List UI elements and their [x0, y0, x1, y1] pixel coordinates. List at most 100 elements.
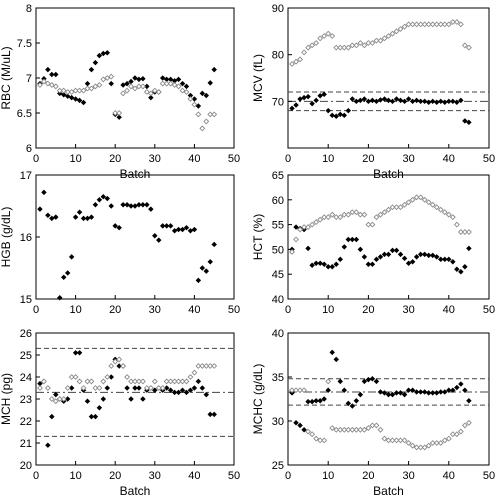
data-point	[421, 21, 428, 28]
x-tick-label: 50	[228, 304, 240, 316]
data-point	[361, 254, 368, 260]
y-tick-label: 90	[272, 3, 284, 15]
data-point	[397, 204, 404, 211]
data-point	[437, 206, 444, 213]
data-point	[151, 87, 158, 94]
data-point	[108, 374, 114, 380]
data-point	[361, 96, 368, 102]
data-point	[163, 80, 170, 87]
data-point	[175, 76, 182, 83]
data-point	[60, 274, 67, 281]
data-point	[345, 211, 352, 218]
data-point	[76, 350, 83, 356]
data-point	[325, 387, 331, 393]
data-point	[116, 224, 122, 231]
data-point	[53, 391, 59, 398]
data-point	[369, 422, 376, 429]
data-point	[171, 228, 178, 234]
data-point	[313, 97, 319, 104]
data-point	[293, 224, 299, 230]
data-point	[163, 378, 170, 385]
chart-panel-4: 0 10 20 30 40 50 40 45 50 55 60 65 HCT (%)	[251, 170, 495, 316]
data-point	[183, 378, 190, 385]
data-point	[136, 385, 142, 391]
chart-panel-1: 0 10 20 30 40 50 6 6.5 7 7.5 8 Batch RBC (M/uL)	[0, 3, 240, 181]
x-tick-label: 20	[362, 153, 374, 165]
data-point	[333, 426, 340, 433]
data-point	[64, 89, 71, 95]
data-point	[191, 96, 198, 102]
data-point	[442, 99, 448, 105]
data-point	[442, 256, 448, 263]
data-point	[297, 96, 303, 102]
x-tick-label: 10	[69, 304, 81, 316]
data-point	[405, 199, 412, 206]
data-point	[421, 444, 428, 451]
data-point	[309, 221, 316, 228]
data-point	[49, 413, 55, 420]
data-point	[353, 398, 360, 404]
data-point	[345, 44, 352, 51]
data-point	[313, 219, 320, 226]
data-point	[301, 387, 308, 394]
data-point	[329, 33, 336, 39]
y-tick-label: 6.5	[17, 108, 32, 120]
data-point	[179, 80, 186, 87]
x-tick-label: 30	[402, 304, 414, 316]
x-tick-label: 30	[149, 153, 161, 165]
data-point	[425, 442, 432, 449]
data-point	[357, 40, 364, 46]
series-filled	[37, 189, 217, 301]
data-point	[305, 245, 311, 252]
series-open	[289, 19, 472, 67]
data-point	[349, 96, 356, 102]
data-point	[175, 83, 182, 90]
data-point	[139, 83, 146, 90]
data-point	[37, 206, 43, 212]
data-point	[293, 236, 299, 243]
data-point	[425, 390, 432, 396]
data-point	[124, 385, 130, 391]
data-point	[325, 378, 332, 385]
data-point	[413, 97, 420, 104]
data-point	[289, 387, 295, 394]
data-point	[104, 385, 111, 391]
x-tick-label: 30	[149, 304, 161, 316]
data-point	[429, 390, 436, 396]
data-point	[297, 387, 303, 394]
data-point	[148, 94, 154, 101]
data-point	[124, 374, 131, 380]
data-point	[445, 211, 452, 218]
data-point	[393, 437, 400, 444]
data-point	[393, 96, 400, 102]
data-point	[349, 426, 356, 433]
data-point	[317, 398, 323, 404]
x-tick-label: 50	[483, 153, 495, 165]
data-point	[405, 387, 412, 393]
data-point	[458, 268, 464, 275]
x-tick-label: 20	[362, 304, 374, 316]
data-point	[305, 44, 312, 51]
x-tick-label: 0	[33, 470, 39, 482]
data-point	[155, 89, 162, 95]
y-tick-label: 80	[272, 50, 284, 62]
data-point	[96, 385, 103, 391]
y-tick-label: 70	[272, 96, 284, 108]
x-tick-label: 20	[109, 304, 121, 316]
data-point	[349, 403, 356, 409]
data-point	[140, 396, 146, 402]
x-tick-label: 40	[443, 153, 455, 165]
x-tick-label: 10	[69, 153, 81, 165]
data-point	[203, 118, 210, 125]
data-point	[128, 378, 134, 385]
data-point	[187, 387, 194, 393]
data-point	[159, 385, 166, 391]
data-point	[341, 211, 348, 218]
data-point	[313, 398, 319, 404]
data-point	[353, 98, 360, 105]
data-point	[88, 214, 95, 220]
data-point	[377, 426, 384, 433]
data-point	[433, 440, 440, 446]
data-point	[442, 389, 448, 395]
data-point	[195, 277, 202, 284]
